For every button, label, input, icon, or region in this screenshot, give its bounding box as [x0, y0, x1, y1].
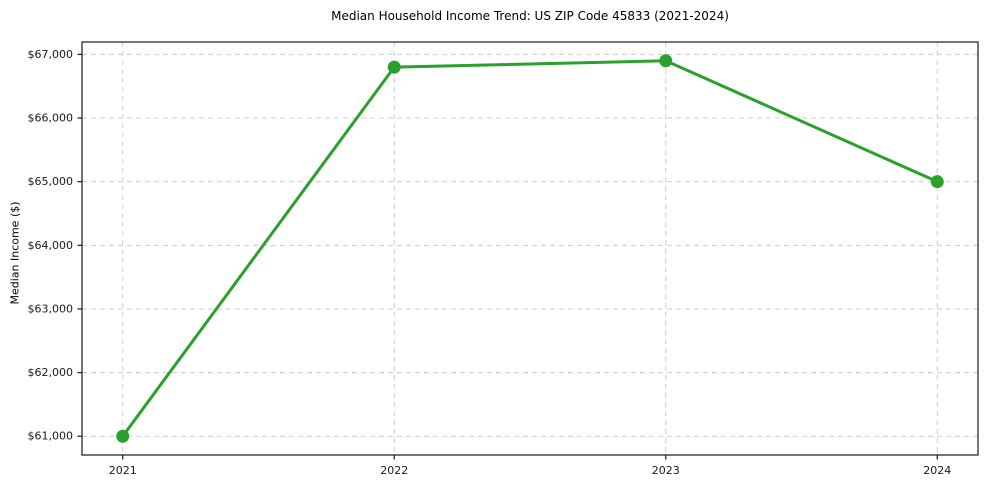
data-point-2023	[659, 54, 673, 68]
chart-title: Median Household Income Trend: US ZIP Co…	[331, 9, 729, 23]
x-tick-label: 2022	[380, 464, 408, 477]
data-point-2022	[387, 60, 401, 74]
y-tick-label: $65,000	[28, 175, 74, 188]
y-tick-label: $66,000	[28, 112, 74, 125]
y-tick-label: $64,000	[28, 239, 74, 252]
x-tick-label: 2021	[109, 464, 137, 477]
data-point-2021	[116, 429, 130, 443]
y-tick-label: $61,000	[28, 430, 74, 443]
x-tick-label: 2024	[923, 464, 951, 477]
y-tick-label: $63,000	[28, 302, 74, 315]
trend-line	[121, 59, 939, 438]
y-tick-label: $67,000	[28, 48, 74, 61]
data-point-2024	[930, 175, 944, 189]
axes-border	[81, 41, 979, 456]
y-tick-label: $62,000	[28, 366, 74, 379]
x-tick-label: 2023	[652, 464, 680, 477]
